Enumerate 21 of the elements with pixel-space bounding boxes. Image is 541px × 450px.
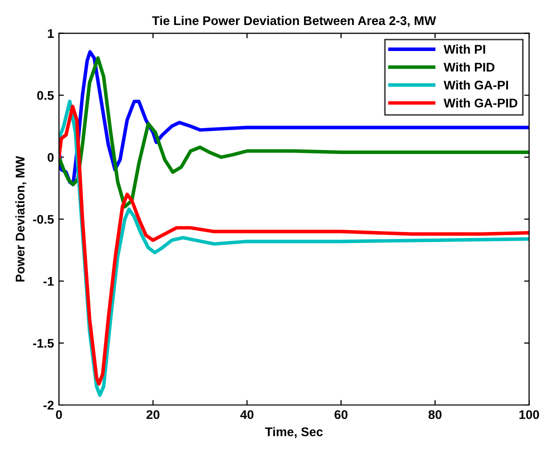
x-tick-label: 60 <box>334 410 348 420</box>
y-axis-title: Power Deviation, MW <box>15 156 26 282</box>
y-tick-label: 0.5 <box>37 91 54 100</box>
legend-label: With GA-PID <box>444 98 518 108</box>
line-series <box>58 56 530 208</box>
x-tick-label: 0 <box>56 410 62 420</box>
y-tick-label: -0.5 <box>33 214 54 224</box>
x-axis-title: Time, Sec <box>265 427 323 438</box>
y-tick-label: 1 <box>48 29 54 38</box>
y-tick-label: -2 <box>43 400 54 410</box>
legend-label: With PI <box>444 44 486 54</box>
x-tick-label: 20 <box>146 410 160 420</box>
y-tick-label: 0 <box>48 153 54 162</box>
legend-label: With GA-PI <box>444 80 508 90</box>
x-tick-label: 100 <box>519 410 540 420</box>
x-tick-label: 80 <box>428 410 442 420</box>
y-tick-label: -1 <box>43 277 54 286</box>
legend-label: With PID <box>444 62 494 72</box>
x-tick-label: 40 <box>240 410 254 420</box>
y-tick-label: -1.5 <box>33 338 54 348</box>
chart-title: Tie Line Power Deviation Between Area 2-3, MW <box>152 16 436 27</box>
